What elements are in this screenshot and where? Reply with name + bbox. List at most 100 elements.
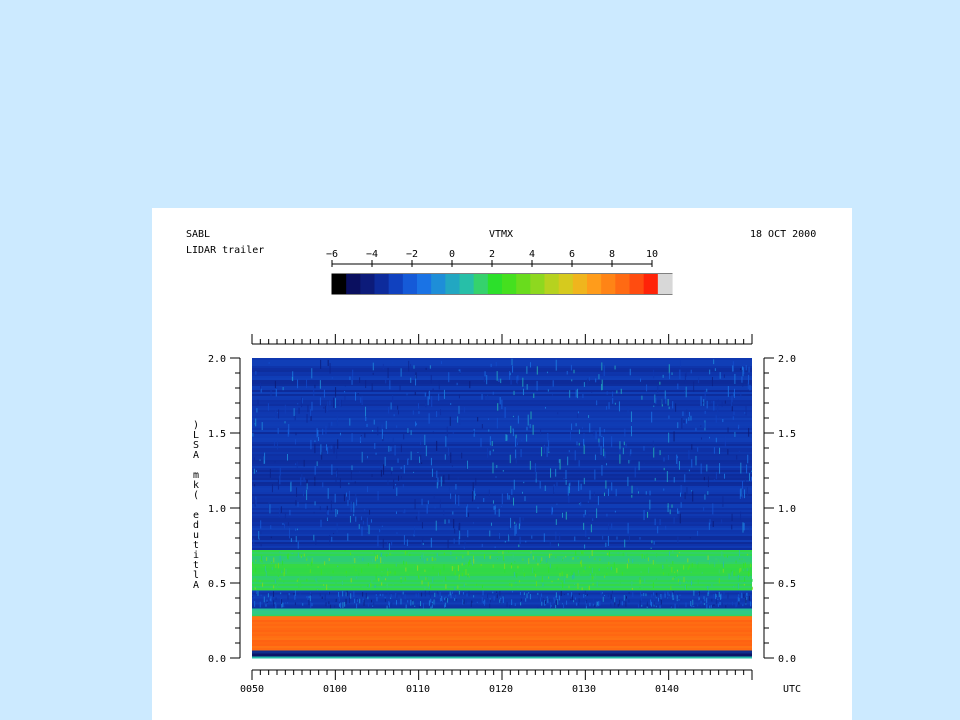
heatmap-speckle	[639, 587, 641, 589]
heatmap-speckle	[340, 437, 342, 443]
heatmap-speckle	[547, 598, 549, 603]
heatmap-speckle	[637, 604, 639, 608]
heatmap-speckle	[313, 534, 315, 541]
heatmap-speckle	[293, 593, 295, 596]
heatmap-speckle	[254, 577, 256, 582]
heatmap-speckle	[465, 569, 467, 575]
heatmap-speckle	[652, 559, 654, 565]
heatmap-speckle	[472, 561, 474, 566]
heatmap-speckle	[640, 591, 642, 598]
heatmap-speckle	[310, 415, 312, 421]
colorbar-swatch	[643, 274, 659, 294]
heatmap-speckle	[749, 473, 751, 481]
heatmap-speckle	[688, 450, 690, 460]
heatmap-speckle	[445, 596, 447, 599]
heatmap-row	[252, 584, 752, 586]
heatmap-speckle	[320, 569, 322, 575]
heatmap-speckle	[493, 506, 495, 510]
heatmap-speckle	[706, 597, 708, 603]
heatmap-speckle	[600, 591, 602, 595]
heatmap-speckle	[481, 393, 483, 400]
colorbar-swatch	[332, 274, 347, 294]
heatmap-speckle	[717, 603, 719, 607]
heatmap-speckle	[281, 570, 283, 574]
heatmap-speckle	[394, 445, 396, 456]
heatmap-speckle	[697, 563, 699, 570]
heatmap-speckle	[706, 464, 708, 472]
heatmap-speckle	[514, 560, 516, 563]
heatmap-speckle	[559, 459, 561, 470]
heatmap-speckle	[734, 388, 736, 398]
heatmap-row	[252, 632, 752, 634]
heatmap-speckle	[608, 561, 610, 565]
heatmap-speckle	[582, 551, 584, 555]
heatmap-speckle	[515, 449, 517, 459]
heatmap-speckle	[444, 602, 446, 607]
heatmap-speckle	[698, 596, 700, 601]
heatmap-speckle	[580, 563, 582, 567]
heatmap-speckle	[275, 585, 277, 589]
heatmap-speckle	[309, 409, 311, 417]
heatmap-speckle	[646, 553, 648, 559]
colorbar-swatch	[445, 274, 461, 294]
heatmap-speckle	[381, 570, 383, 573]
heatmap-speckle	[668, 406, 670, 410]
heatmap-speckle	[497, 403, 499, 411]
heatmap-row	[252, 544, 752, 546]
heatmap-row	[252, 390, 752, 392]
heatmap-speckle	[529, 593, 531, 600]
heatmap-speckle	[400, 475, 402, 480]
heatmap-speckle	[332, 436, 334, 439]
heatmap-speckle	[587, 500, 589, 503]
heatmap-speckle	[667, 591, 669, 596]
heatmap-row	[252, 450, 752, 452]
heatmap-speckle	[523, 573, 525, 577]
heatmap-speckle	[724, 473, 726, 479]
heatmap-speckle	[422, 542, 424, 546]
colorbar-tick-label: 2	[489, 249, 495, 260]
heatmap-row	[252, 470, 752, 472]
heatmap-speckle	[625, 552, 627, 557]
colorbar-swatch	[473, 274, 489, 294]
heatmap-speckle	[439, 592, 441, 597]
heatmap-speckle	[584, 590, 586, 596]
heatmap-speckle	[316, 428, 318, 438]
heatmap-speckle	[511, 358, 513, 366]
heatmap-speckle	[548, 451, 550, 453]
heatmap-row	[252, 418, 752, 420]
colorbar-swatch	[544, 274, 560, 294]
heatmap-speckle	[457, 585, 459, 589]
heatmap-speckle	[701, 572, 703, 574]
heatmap-speckle	[357, 393, 359, 395]
heatmap-speckle	[666, 559, 668, 562]
heatmap-speckle	[255, 559, 257, 562]
heatmap-speckle	[407, 428, 409, 433]
heatmap-speckle	[733, 585, 735, 588]
colorbar-swatch	[487, 274, 503, 294]
heatmap-speckle	[504, 568, 506, 573]
heatmap-speckle	[591, 567, 593, 574]
heatmap-speckle	[395, 596, 397, 599]
heatmap-speckle	[737, 575, 739, 581]
heatmap-speckle	[447, 598, 449, 603]
heatmap-speckle	[282, 386, 284, 391]
heatmap-speckle	[348, 482, 350, 485]
heatmap-speckle	[393, 414, 395, 417]
heatmap-speckle	[374, 556, 376, 562]
heatmap-speckle	[522, 517, 524, 521]
heatmap-speckle	[542, 598, 544, 603]
heatmap-speckle	[708, 590, 710, 595]
heatmap-speckle	[573, 572, 575, 579]
heatmap-speckle	[273, 600, 275, 607]
heatmap-row	[252, 476, 752, 478]
heatmap-speckle	[631, 494, 633, 498]
heatmap-speckle	[735, 560, 737, 564]
heatmap-speckle	[470, 602, 472, 607]
heatmap-speckle	[467, 551, 469, 555]
heatmap-speckle	[489, 555, 491, 559]
heatmap-speckle	[576, 602, 578, 606]
heatmap-speckle	[484, 371, 486, 377]
heatmap-speckle	[583, 522, 585, 530]
heatmap-speckle	[676, 593, 678, 598]
